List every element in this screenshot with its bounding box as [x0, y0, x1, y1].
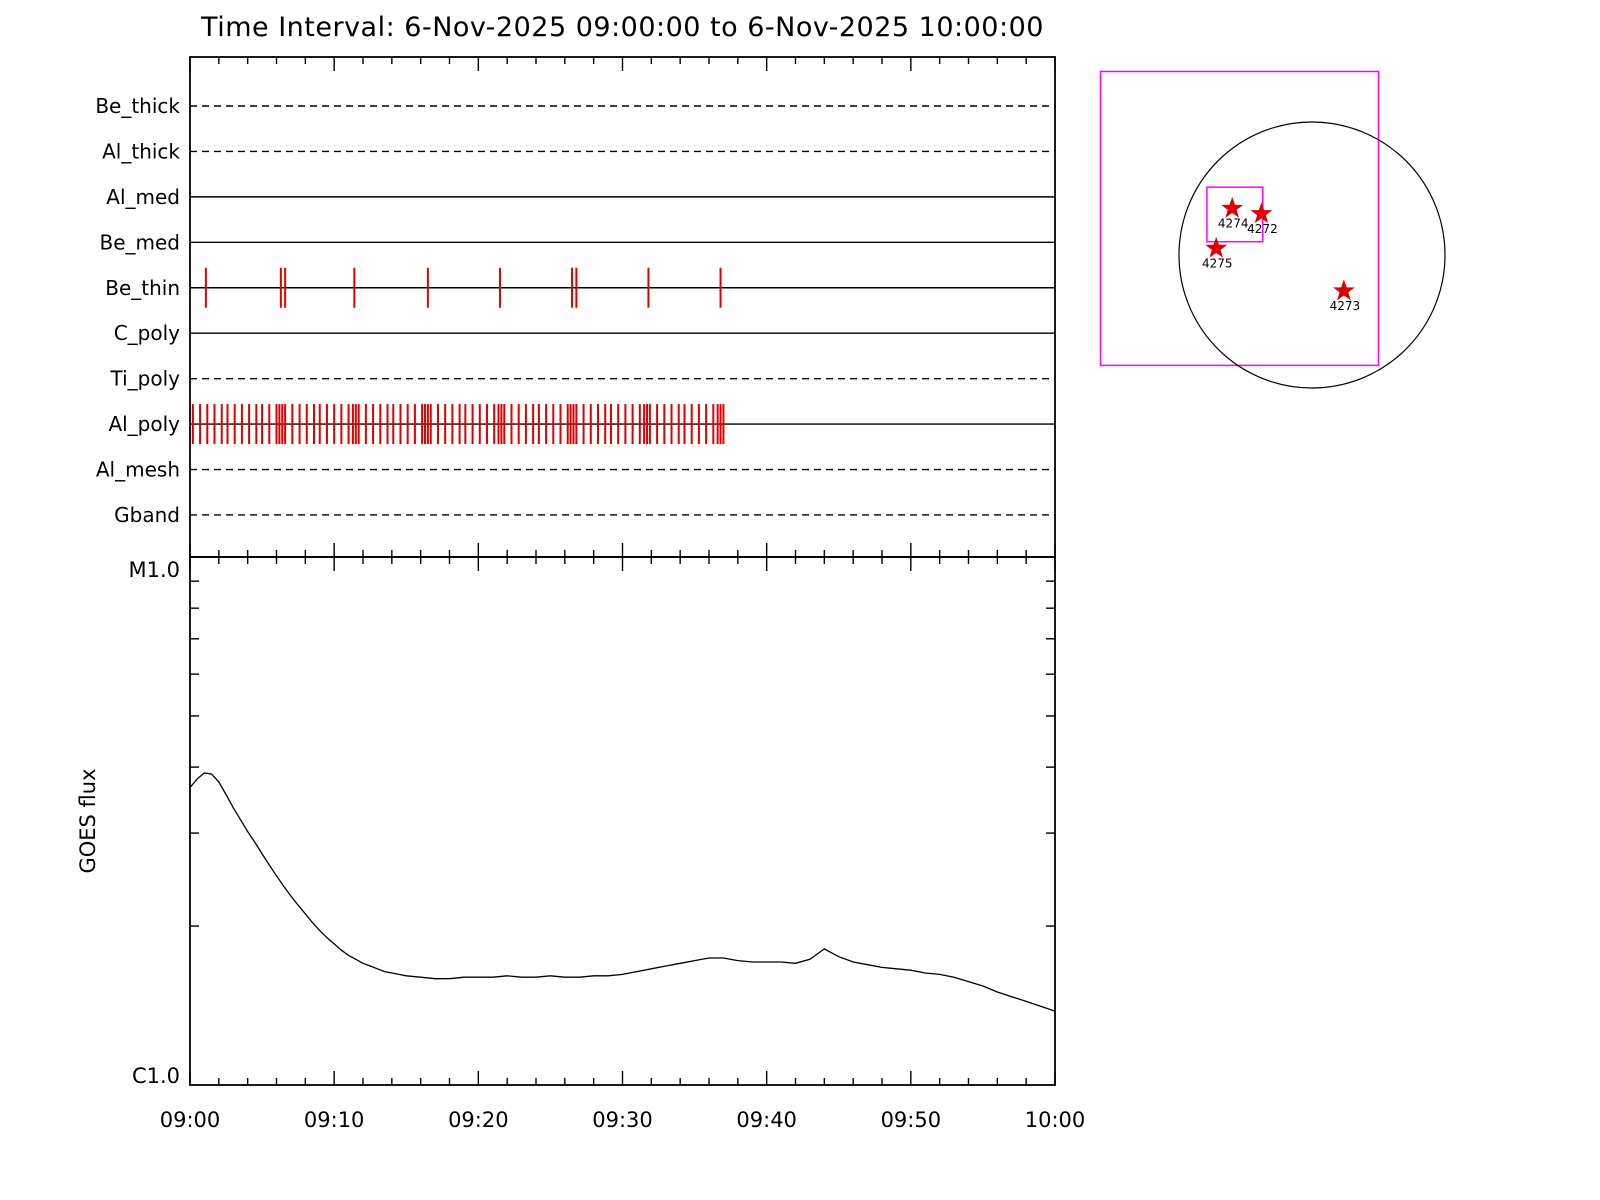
goes-panel-border — [189, 556, 1056, 1086]
y-tick-label-top: M1.0 — [128, 558, 180, 582]
active-region-star-4273 — [1332, 279, 1355, 301]
channel-label-Be_med: Be_med — [99, 230, 180, 254]
active-region-star-4275 — [1205, 236, 1228, 258]
active-region-star-4272 — [1250, 202, 1273, 224]
channel-label-Al_med: Al_med — [106, 185, 180, 209]
channel-label-Al_poly: Al_poly — [108, 412, 180, 436]
active-region-label-4273: 4273 — [1330, 299, 1361, 313]
solar-disk — [1178, 121, 1446, 389]
channel-label-C_poly: C_poly — [114, 321, 180, 345]
x-tick-label: 09:30 — [592, 1108, 653, 1132]
channel-label-Gband: Gband — [114, 503, 180, 527]
x-tick-label: 09:10 — [304, 1108, 365, 1132]
channel-label-Al_mesh: Al_mesh — [96, 458, 180, 482]
x-tick-label: 09:40 — [736, 1108, 797, 1132]
active-region-label-4275: 4275 — [1202, 256, 1233, 270]
y-axis-title: GOES flux — [76, 768, 100, 873]
channel-label-Al_thick: Al_thick — [102, 139, 180, 163]
x-tick-label: 10:00 — [1025, 1108, 1086, 1132]
goes-flux-curve — [189, 772, 1056, 1012]
timeline-panel-border — [189, 56, 1056, 558]
x-tick-label: 09:20 — [448, 1108, 509, 1132]
channel-label-Ti_poly: Ti_poly — [110, 367, 181, 391]
active-region-label-4274: 4274 — [1218, 216, 1249, 230]
channel-label-Be_thin: Be_thin — [105, 276, 180, 300]
fov-box — [1099, 70, 1380, 367]
active-region-star-4274 — [1221, 196, 1244, 218]
active-region-label-4272: 4272 — [1247, 222, 1278, 236]
page-title: Time Interval: 6-Nov-2025 09:00:00 to 6-… — [201, 12, 1044, 43]
channel-label-Be_thick: Be_thick — [95, 94, 180, 118]
x-tick-label: 09:50 — [881, 1108, 942, 1132]
x-tick-label: 09:00 — [160, 1108, 221, 1132]
y-tick-label-bottom: C1.0 — [132, 1064, 180, 1088]
